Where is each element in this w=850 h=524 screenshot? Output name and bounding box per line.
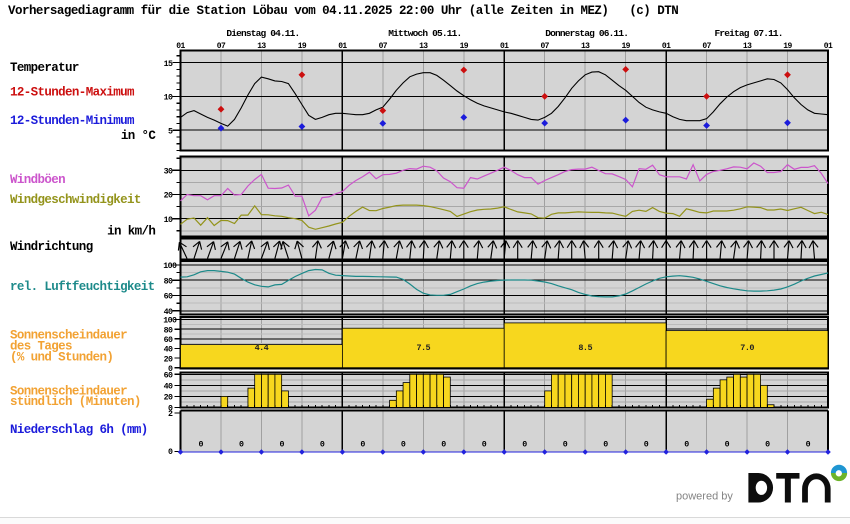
svg-text:19: 19: [621, 42, 630, 51]
svg-text:Niederschlag 6h (mm): Niederschlag 6h (mm): [10, 423, 148, 437]
svg-text:0: 0: [320, 441, 325, 450]
svg-text:100: 100: [163, 317, 177, 326]
svg-text:0: 0: [482, 441, 487, 450]
svg-text:01: 01: [662, 42, 671, 51]
svg-text:4.4: 4.4: [255, 343, 269, 353]
svg-text:15: 15: [164, 60, 173, 69]
svg-text:5: 5: [168, 127, 173, 136]
svg-text:10: 10: [164, 216, 173, 225]
svg-text:Windrichtung: Windrichtung: [10, 240, 93, 254]
svg-text:Vorhersagediagramm für die Sta: Vorhersagediagramm für die Station Löbau…: [8, 4, 678, 18]
svg-text:07: 07: [379, 42, 388, 51]
svg-text:7.0: 7.0: [740, 343, 754, 353]
svg-text:12-Stunden-Minimum: 12-Stunden-Minimum: [10, 114, 135, 128]
svg-text:19: 19: [298, 42, 307, 51]
svg-text:80: 80: [164, 277, 173, 286]
svg-text:13: 13: [419, 42, 428, 51]
svg-text:19: 19: [783, 42, 792, 51]
svg-text:Sonnenscheindauer: Sonnenscheindauer: [10, 328, 127, 342]
svg-text:0: 0: [806, 441, 811, 450]
svg-text:01: 01: [500, 42, 509, 51]
svg-text:Windgeschwindigkeit: Windgeschwindigkeit: [10, 193, 141, 207]
svg-text:Donnerstag 06.11.: Donnerstag 06.11.: [545, 28, 628, 39]
svg-text:13: 13: [581, 42, 590, 51]
svg-text:2: 2: [168, 410, 173, 419]
svg-text:0: 0: [563, 441, 568, 450]
svg-text:80: 80: [164, 326, 173, 335]
svg-text:Sonnenscheindauer: Sonnenscheindauer: [10, 384, 127, 398]
svg-text:0: 0: [168, 448, 173, 457]
svg-text:rel. Luftfeuchtigkeit: rel. Luftfeuchtigkeit: [10, 280, 155, 294]
svg-text:12-Stunden-Maximum: 12-Stunden-Maximum: [10, 86, 135, 100]
svg-text:13: 13: [257, 42, 266, 51]
svg-text:0: 0: [168, 405, 173, 414]
svg-text:0: 0: [279, 441, 284, 450]
svg-text:0: 0: [198, 441, 203, 450]
svg-text:60: 60: [164, 372, 173, 381]
svg-text:0: 0: [522, 441, 527, 450]
svg-text:0: 0: [684, 441, 689, 450]
svg-text:0: 0: [360, 441, 365, 450]
svg-text:stündlich (Minuten): stündlich (Minuten): [10, 395, 141, 409]
svg-text:40: 40: [164, 383, 173, 392]
svg-text:13: 13: [743, 42, 752, 51]
svg-text:0: 0: [401, 441, 406, 450]
svg-text:60: 60: [164, 336, 173, 345]
svg-text:20: 20: [164, 192, 173, 201]
svg-text:30: 30: [164, 168, 173, 177]
svg-text:0: 0: [239, 441, 244, 450]
svg-text:0: 0: [725, 441, 730, 450]
svg-text:0: 0: [441, 441, 446, 450]
svg-text:01: 01: [176, 42, 185, 51]
svg-text:60: 60: [164, 293, 173, 302]
svg-text:powered by: powered by: [676, 491, 733, 503]
svg-text:20: 20: [164, 394, 173, 403]
svg-text:0: 0: [765, 441, 770, 450]
svg-text:100: 100: [163, 262, 177, 271]
svg-text:8.5: 8.5: [578, 343, 592, 353]
svg-text:des Tages: des Tages: [10, 339, 72, 353]
svg-text:0: 0: [168, 365, 173, 374]
svg-text:40: 40: [164, 346, 173, 355]
svg-text:Temperatur: Temperatur: [10, 61, 79, 75]
svg-text:20: 20: [164, 355, 173, 364]
svg-text:in °C: in °C: [121, 129, 157, 143]
svg-text:07: 07: [702, 42, 711, 51]
svg-text:in km/h: in km/h: [107, 225, 155, 239]
svg-text:10: 10: [164, 94, 173, 103]
svg-text:Dienstag 04.11.: Dienstag 04.11.: [226, 28, 299, 39]
svg-text:Freitag 07.11.: Freitag 07.11.: [714, 28, 782, 39]
svg-text:07: 07: [217, 42, 226, 51]
svg-text:Windböen: Windböen: [10, 173, 65, 187]
svg-text:01: 01: [338, 42, 347, 51]
svg-text:0: 0: [603, 441, 608, 450]
svg-text:0: 0: [644, 441, 649, 450]
svg-text:(% und Stunden): (% und Stunden): [10, 350, 113, 364]
svg-text:01: 01: [824, 42, 833, 51]
svg-text:19: 19: [460, 42, 469, 51]
svg-text:Mittwoch 05.11.: Mittwoch 05.11.: [388, 28, 461, 39]
svg-text:40: 40: [164, 308, 173, 317]
svg-text:7.5: 7.5: [417, 343, 431, 353]
svg-text:07: 07: [540, 42, 549, 51]
